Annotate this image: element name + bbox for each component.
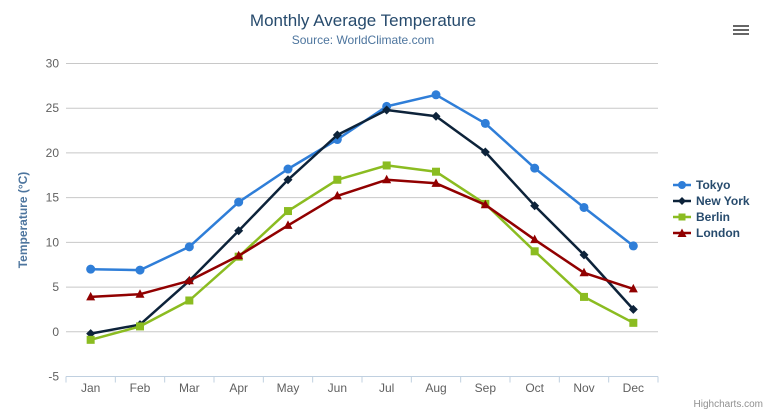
y-axis-tick-label: 30 [46,57,60,71]
data-point-berlin[interactable] [432,167,440,176]
legend-label: Berlin [696,210,731,224]
y-axis-tick-label: 0 [52,325,59,339]
data-point-berlin[interactable] [629,318,638,327]
data-point-new-york[interactable] [480,147,490,157]
series-line-tokyo[interactable] [89,93,635,272]
data-point-berlin[interactable] [580,292,588,301]
legend-marker-circle-icon [673,181,691,189]
data-point-london[interactable] [628,283,638,293]
data-point-berlin[interactable] [333,175,342,184]
x-axis-tick-label: Jun [328,381,347,395]
data-point-berlin[interactable] [382,161,391,170]
legend-marker-square-icon [673,213,691,221]
y-axis-title: Temperature (°C) [16,172,30,269]
y-axis-tick-label: 25 [46,101,60,115]
data-point-tokyo[interactable] [184,242,194,252]
data-point-london[interactable] [332,190,342,200]
data-point-tokyo[interactable] [86,264,96,274]
data-point-berlin[interactable] [136,322,144,331]
data-point-tokyo[interactable] [135,265,145,275]
data-point-berlin[interactable] [86,335,95,344]
series-line-new-york[interactable] [89,108,635,335]
data-point-new-york[interactable] [628,304,638,314]
legend: Tokyo New York Berlin London [672,177,750,241]
data-point-tokyo[interactable] [283,164,293,174]
x-axis-tick-label: Oct [525,381,544,395]
legend-item-berlin[interactable]: Berlin [672,209,750,225]
data-point-new-york[interactable] [234,226,244,236]
data-point-tokyo[interactable] [480,118,490,128]
chart-subtitle: Source: WorldClimate.com [291,33,435,47]
y-axis-tick-label: 10 [46,235,60,249]
x-axis-tick-label: Feb [130,381,151,395]
credits-link[interactable]: Highcharts.com [693,399,763,410]
data-point-tokyo[interactable] [234,197,244,207]
data-point-london[interactable] [86,291,96,301]
data-point-berlin[interactable] [185,296,194,305]
data-point-berlin[interactable] [284,207,292,216]
legend-label: New York [696,194,750,208]
data-point-london[interactable] [579,267,589,277]
legend-item-london[interactable]: London [672,225,750,241]
data-point-tokyo[interactable] [628,241,638,251]
x-axis-tick-label: Aug [425,381,446,395]
series-line-london[interactable] [89,178,635,299]
data-point-new-york[interactable] [431,111,441,121]
legend-item-tokyo[interactable]: Tokyo [672,177,750,193]
hamburger-bar [733,33,749,35]
series-line-berlin[interactable] [89,164,635,342]
y-axis-tick-label: 15 [46,191,60,205]
data-point-new-york[interactable] [579,250,589,260]
x-axis-tick-label: Jan [81,381,100,395]
legend-marker-diamond-icon [673,197,691,205]
data-point-new-york[interactable] [332,130,342,140]
y-axis-tick-label: 5 [52,280,59,294]
x-axis-tick-label: May [277,381,300,395]
data-point-london[interactable] [184,275,194,285]
hamburger-bar [733,29,749,31]
hamburger-bar [733,25,749,27]
legend-label: Tokyo [696,178,731,192]
legend-label: London [696,226,740,240]
data-point-new-york[interactable] [530,201,540,211]
x-axis-tick-label: Jul [379,381,394,395]
data-point-london[interactable] [431,178,441,187]
data-point-london[interactable] [382,174,392,184]
hamburger-menu-icon[interactable] [730,20,752,40]
data-point-new-york[interactable] [86,329,96,339]
data-point-tokyo[interactable] [431,90,441,100]
data-point-london[interactable] [480,199,490,209]
data-point-tokyo[interactable] [530,163,540,173]
x-axis-tick-label: Nov [573,381,594,395]
legend-item-new-york[interactable]: New York [672,193,750,209]
data-point-new-york[interactable] [283,175,293,185]
legend-marker-triangle-icon [673,228,691,237]
chart-title: Monthly Average Temperature [249,11,477,30]
x-axis-tick-label: Mar [179,381,200,395]
data-point-new-york[interactable] [382,105,392,115]
x-axis-tick-label: Sep [475,381,497,395]
data-point-london[interactable] [234,250,244,260]
x-axis-tick-label: Apr [229,381,248,395]
y-axis-tick-label: 20 [46,146,60,160]
data-point-berlin[interactable] [530,247,539,256]
data-point-london[interactable] [135,289,145,298]
data-point-london[interactable] [530,234,540,244]
y-axis-tick-label: -5 [48,370,59,384]
x-axis-tick-label: Dec [623,381,644,395]
data-point-london[interactable] [283,220,293,229]
data-point-tokyo[interactable] [579,202,589,212]
